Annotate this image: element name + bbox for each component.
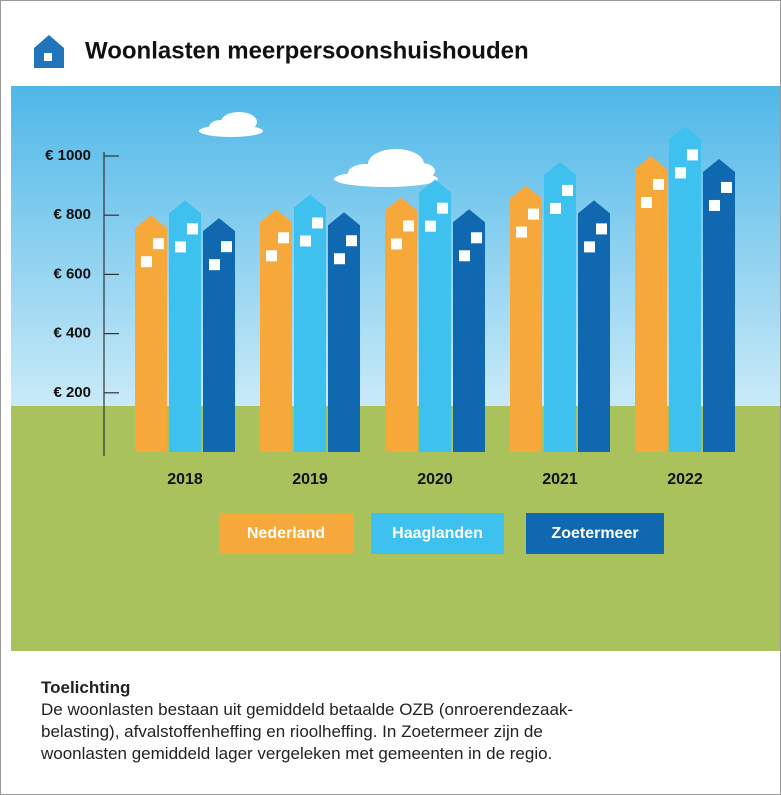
house-icon-window [44, 53, 52, 61]
bar-window [709, 199, 720, 211]
bar-window [459, 250, 470, 262]
bar-window [334, 253, 345, 265]
bar-window [528, 208, 539, 220]
bar [203, 218, 235, 452]
bar [294, 194, 326, 453]
x-tick-label: 2020 [417, 471, 453, 488]
bar [135, 215, 167, 452]
bar [385, 197, 417, 452]
x-tick-label: 2021 [542, 471, 578, 488]
bar-window [153, 238, 164, 250]
x-tick-label: 2019 [292, 471, 328, 488]
bar [703, 158, 735, 452]
bar-window [653, 179, 664, 190]
bar [544, 161, 576, 453]
bar-window [346, 235, 357, 247]
bar-window [675, 167, 686, 179]
legend-label: Zoetermeer [551, 525, 638, 542]
bar-window [209, 259, 220, 271]
bar [169, 200, 201, 452]
legend-label: Nederland [247, 525, 325, 542]
y-tick-label: € 200 [53, 384, 91, 401]
bar [260, 209, 292, 452]
bar [328, 212, 360, 452]
bar-window [300, 235, 311, 247]
chart-title: Woonlasten meerpersoonshuishouden [85, 37, 529, 64]
bar-window [721, 181, 732, 193]
bar-window [584, 241, 595, 253]
note-line: belasting), afvalstoffenheffing en riool… [41, 722, 543, 741]
note-line: woonlasten gemiddeld lager vergeleken me… [41, 744, 553, 763]
bar-window [175, 241, 186, 253]
bar-window [425, 220, 436, 232]
legend-swatch [526, 513, 664, 554]
cloud [199, 112, 263, 137]
x-tick-label: 2022 [667, 471, 703, 488]
bar-window [141, 256, 152, 268]
bar [635, 156, 667, 452]
house-icon [34, 35, 64, 68]
bar-window [516, 226, 527, 238]
bar-window [562, 184, 573, 196]
bar-window [437, 202, 448, 214]
bar-window [641, 197, 652, 208]
cloud [334, 149, 438, 187]
bar [510, 185, 542, 452]
y-tick-label: € 400 [53, 325, 91, 342]
y-tick-label: € 1000 [45, 147, 91, 164]
legend-label: Haaglanden [392, 525, 483, 542]
bar-window [187, 223, 198, 235]
bar-window [391, 238, 402, 250]
note: Toelichting De woonlasten bestaan uit ge… [41, 677, 761, 765]
bar-window [312, 217, 323, 229]
note-line: De woonlasten bestaan uit gemiddeld beta… [41, 700, 574, 719]
bar-window [687, 149, 698, 161]
bar-window [596, 223, 607, 235]
bar [419, 179, 451, 452]
y-tick-label: € 600 [53, 265, 91, 282]
bar-window [266, 250, 277, 262]
bar-window [221, 241, 232, 253]
bar [578, 200, 610, 452]
y-tick-label: € 800 [53, 206, 91, 223]
bar-window [471, 232, 482, 244]
x-tick-label: 2018 [167, 471, 203, 488]
bar-window [403, 220, 414, 232]
bar [453, 209, 485, 452]
bar-window [278, 232, 289, 244]
bar-window [550, 202, 561, 214]
legend-swatch [371, 513, 504, 554]
bar [669, 126, 701, 453]
note-title: Toelichting [41, 678, 131, 697]
legend-swatch [219, 513, 353, 554]
